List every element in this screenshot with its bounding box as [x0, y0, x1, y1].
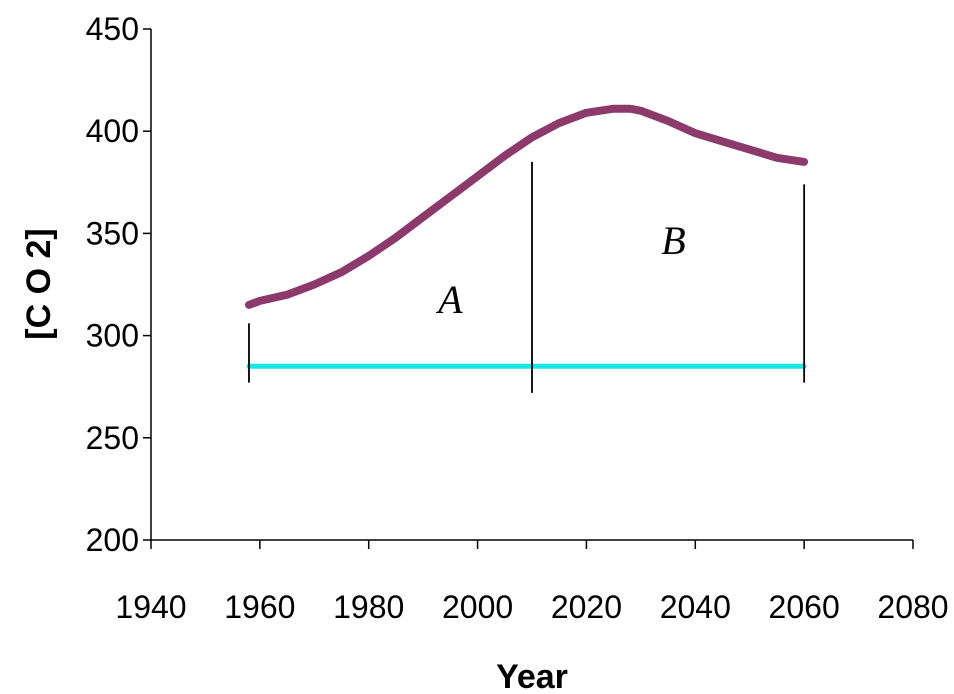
region-label-b: B [661, 218, 685, 263]
y-axis-title: [C O 2] [20, 228, 58, 339]
x-tick-label: 2040 [660, 589, 731, 625]
x-axis-title: Year [496, 658, 568, 694]
y-tick-label: 450 [86, 11, 139, 47]
y-tick-label: 400 [86, 113, 139, 149]
tick-labels: 200 250 300 350 400 450 1940 1960 1980 2000 2020 20… [86, 11, 949, 625]
x-tick-label: 1960 [224, 589, 295, 625]
x-tick-label: 2000 [442, 589, 513, 625]
y-tick-label: 300 [86, 318, 139, 354]
region-label-a: A [435, 277, 463, 322]
plot-area [245, 104, 809, 393]
x-tick-label: 2080 [877, 589, 948, 625]
region-annotations: AB [435, 218, 686, 322]
co2-concentration-line [245, 104, 809, 309]
axes [143, 28, 914, 549]
y-tick-label: 200 [86, 522, 139, 558]
x-tick-label: 2020 [551, 589, 622, 625]
x-tick-label: 1940 [115, 589, 186, 625]
x-tick-label: 1980 [333, 589, 404, 625]
y-tick-label: 350 [86, 215, 139, 251]
y-tick-label: 250 [86, 420, 139, 456]
x-tick-label: 2060 [769, 589, 840, 625]
